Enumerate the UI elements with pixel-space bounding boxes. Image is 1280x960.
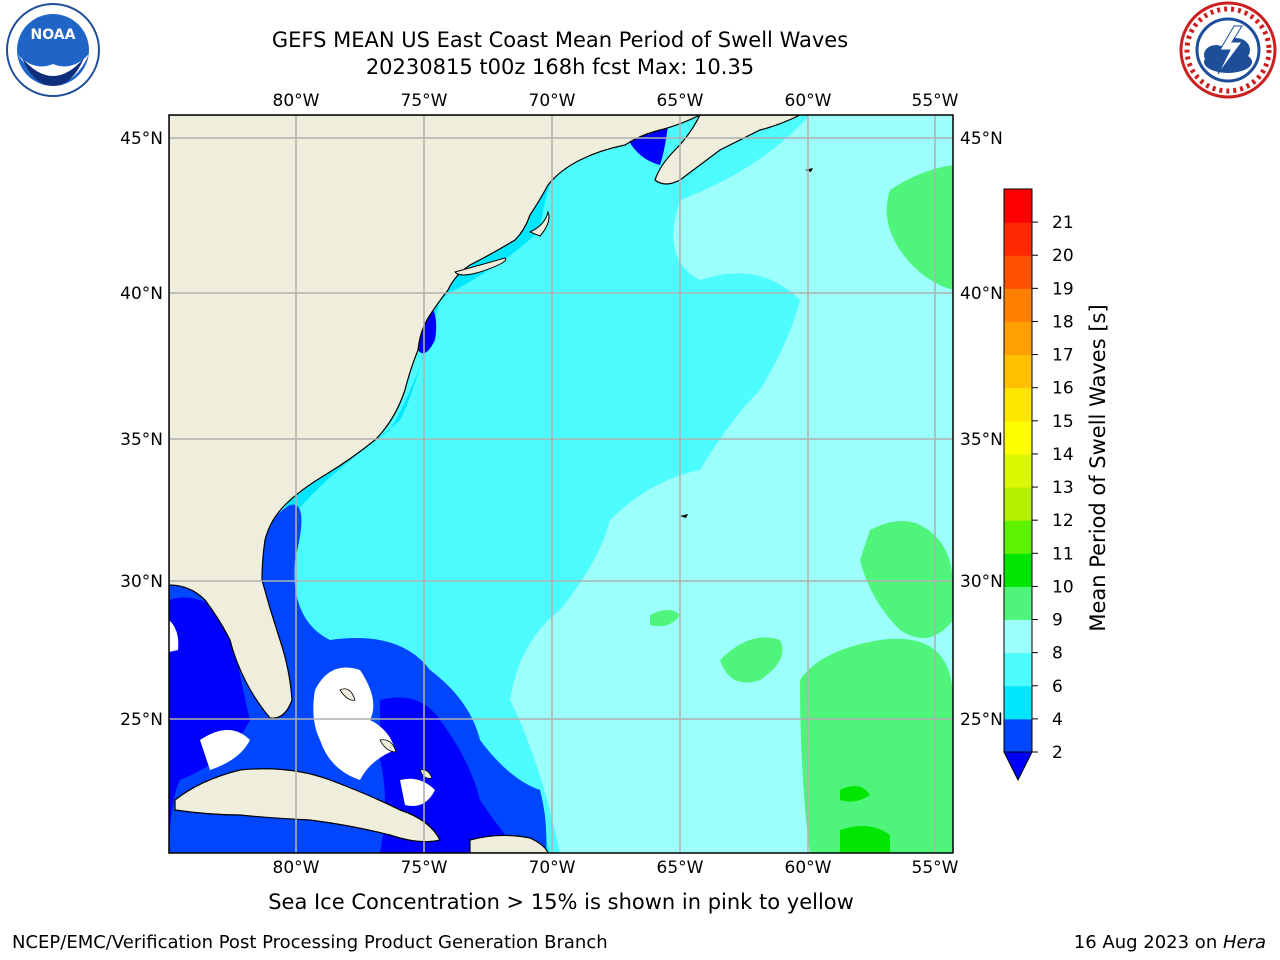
- map-subtitle: 20230815 t00z 168h fcst Max: 10.35: [365, 55, 755, 79]
- lon-label-bottom: 65°W: [657, 858, 704, 878]
- colorbar-tick-label: 2: [1052, 743, 1063, 763]
- lat-label-right: 35°N: [960, 430, 1003, 450]
- graticule-labels: 80°W 80°W 75°W 75°W 70°W 70°W 65°W 65°W 60°W 60°W…: [120, 91, 1003, 878]
- colorbar-tick-label: 6: [1052, 677, 1063, 697]
- colorbar-tick-label: 13: [1052, 478, 1074, 498]
- land-cuba: [174, 768, 441, 843]
- colorbar-label: Mean Period of Swell Waves [s]: [1086, 304, 1110, 632]
- lat-label-left: 45°N: [120, 129, 163, 149]
- nodata-bahamas: [313, 667, 395, 780]
- colorbar-segment: [1004, 189, 1032, 223]
- lon-label-bottom: 70°W: [529, 858, 576, 878]
- graticule: [169, 115, 953, 853]
- colorbar-tick-label: 17: [1052, 346, 1074, 366]
- lat-label-left: 30°N: [120, 572, 163, 592]
- colorbar-segment: [1004, 718, 1032, 753]
- colorbar-segment: [1004, 520, 1032, 554]
- swell-zone-under-2s-gulf: [169, 597, 250, 853]
- colorbar-segment: [1004, 619, 1032, 654]
- noaa-logo-icon: NOAA: [6, 3, 100, 97]
- map-frame: [168, 114, 954, 854]
- colorbar-segment: [1004, 255, 1032, 289]
- colorbar-segment: [1004, 685, 1032, 720]
- lat-label-right: 40°N: [960, 284, 1003, 304]
- lon-label-top: 75°W: [401, 91, 448, 111]
- lat-label-left: 25°N: [120, 710, 163, 730]
- lat-label-left: 35°N: [120, 430, 163, 450]
- colorbar-tick-label: 9: [1052, 611, 1063, 631]
- map-title: GEFS MEAN US East Coast Mean Period of S…: [271, 28, 849, 52]
- lon-label-top: 70°W: [529, 91, 576, 111]
- colorbar-segment: [1004, 487, 1032, 521]
- footer-branch: NCEP/EMC/Verification Post Processing Pr…: [12, 932, 608, 953]
- land-hispaniola: [469, 834, 549, 853]
- colorbar-segment: [1004, 553, 1032, 587]
- lon-label-bottom: 60°W: [785, 858, 832, 878]
- colorbar-tick-label: 21: [1052, 213, 1074, 233]
- colorbar-segment: [1004, 586, 1032, 621]
- colorbar-tick-label: 10: [1052, 577, 1074, 597]
- colorbar-segment: [1004, 420, 1032, 455]
- footer-date-text: 16 Aug 2023 on: [1073, 932, 1223, 953]
- nws-logo-icon: [1179, 1, 1277, 99]
- colorbar-tick-label: 15: [1052, 412, 1074, 432]
- colorbar: 2 4 6 8 9 10 11 12 13 14 15 16 17 18 19 20 21: [1003, 188, 1074, 782]
- colorbar-under-extension: [1003, 751, 1033, 782]
- colorbar-segment: [1004, 222, 1032, 256]
- swell-zone-under-2s-bahamas: [380, 697, 520, 853]
- lat-label-right: 25°N: [960, 710, 1003, 730]
- lon-label-bottom: 75°W: [401, 858, 448, 878]
- colorbar-segment: [1004, 453, 1032, 488]
- colorbar-tick-label: 16: [1052, 379, 1074, 399]
- colorbar-tick-label: 20: [1052, 246, 1074, 266]
- colorbar-segment: [1004, 288, 1032, 322]
- colorbar-frame: [1003, 188, 1033, 753]
- colorbar-tick-label: 4: [1052, 710, 1063, 730]
- lon-label-top: 60°W: [785, 91, 832, 111]
- colorbar-tick-label: 8: [1052, 644, 1063, 664]
- sea-ice-note: Sea Ice Concentration > 15% is shown in …: [268, 890, 854, 914]
- colorbar-segment: [1004, 652, 1032, 687]
- lon-label-top: 55°W: [912, 91, 959, 111]
- lon-label-top: 65°W: [657, 91, 704, 111]
- footer-date: 16 Aug 2023 on Hera: [1074, 932, 1266, 953]
- lon-label-bottom: 55°W: [912, 858, 959, 878]
- swell-zone-9-10s-north: [886, 165, 953, 290]
- swell-zone-9-10s-south: [800, 638, 953, 853]
- colorbar-tick-label: 12: [1052, 511, 1074, 531]
- lon-label-bottom: 80°W: [273, 858, 320, 878]
- lat-label-left: 40°N: [120, 284, 163, 304]
- colorbar-segment: [1004, 321, 1032, 356]
- colorbar-segment: [1004, 354, 1032, 389]
- colorbar-tick-label: 11: [1052, 544, 1074, 564]
- colorbar-tick-label: 19: [1052, 279, 1074, 299]
- footer-machine: Hera: [1222, 932, 1266, 953]
- colorbar-tick-label: 18: [1052, 312, 1074, 332]
- noaa-logo-text: NOAA: [31, 27, 76, 43]
- lat-label-right: 45°N: [960, 129, 1003, 149]
- lat-label-right: 30°N: [960, 572, 1003, 592]
- colorbar-segment: [1004, 387, 1032, 422]
- lon-label-top: 80°W: [273, 91, 320, 111]
- swell-zone-9-10s-mid: [860, 521, 953, 638]
- colorbar-tick-label: 14: [1052, 445, 1074, 465]
